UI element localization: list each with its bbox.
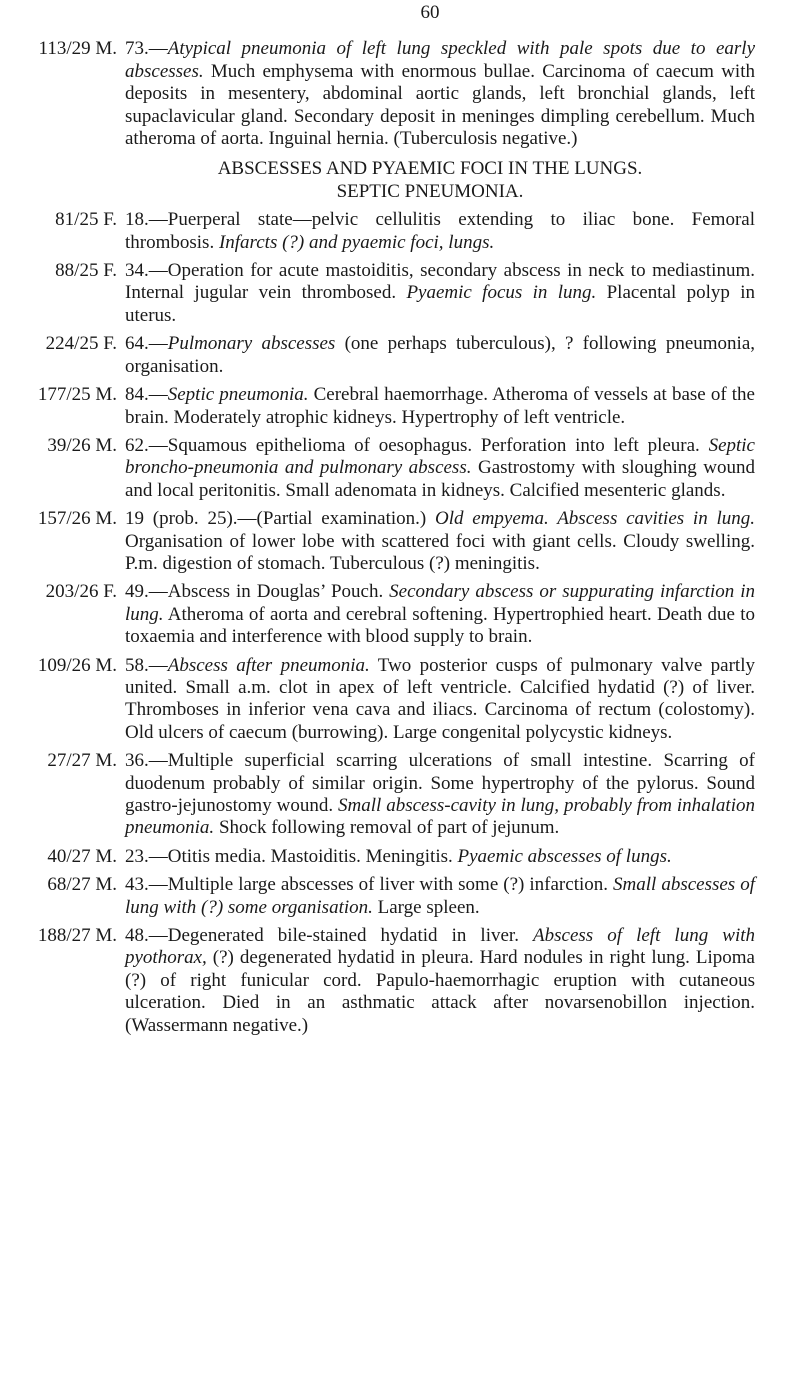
case-text: 62.—Squamous epithelioma of oesophagus. …: [125, 435, 755, 502]
section-heading: ABSCESSES AND PYAEMIC FOCI IN THE LUNGS.: [217, 158, 643, 180]
italic-finding: Pulmonary abscesses: [167, 333, 336, 355]
case-text: 64.—Pulmonary abscesses (one perhaps tub…: [125, 333, 755, 378]
text-run: 58.—: [125, 654, 168, 676]
case-label: 177/25 M.: [37, 384, 117, 406]
italic-finding: Small abscess-cavity in lung, probably f…: [125, 795, 755, 839]
text-run: Much emphysema with enormous bullae. Car…: [125, 60, 755, 150]
text-run: 73.—: [125, 38, 168, 60]
case-entry: 40/27 M. 23.—Otitis media. Mastoiditis. M…: [0, 846, 800, 868]
italic-finding: Septic broncho-pneumonia and pulmonary a…: [125, 434, 755, 479]
entry-list: 113/29 M. 73.—Atypical pneumonia of left …: [0, 38, 800, 150]
case-text: 48.—Degenerated bile-stained hydatid in …: [125, 925, 755, 1037]
case-entry: 39/26 M. 62.—Squamous epithelioma of oeso…: [0, 435, 800, 502]
text-run: 23.—Otitis media. Mastoiditis. Meningiti…: [125, 845, 458, 867]
text-run: 49.—Abscess in Douglas’ Pouch.: [125, 581, 390, 603]
case-text: 36.—Multiple superficial scarring ulcera…: [125, 750, 755, 840]
case-text: 43.—Multiple large abscesses of liver wi…: [125, 874, 755, 919]
text-run: 18.—Puerperal state—pelvic cellulitis ex…: [125, 209, 755, 253]
italic-finding: Infarcts (?) and pyaemic foci, lungs.: [218, 231, 495, 253]
case-text: 23.—Otitis media. Mastoiditis. Meningiti…: [125, 846, 755, 868]
text-run: Shock following removal of part of jejun…: [214, 817, 560, 839]
text-run: 48.—Degenerated bile-stained hydatid in …: [125, 925, 534, 947]
italic-finding: Secondary abscess or suppurating infarct…: [125, 581, 756, 625]
case-entry: 188/27 M. 48.—Degenerated bile-stained hy…: [0, 925, 800, 1037]
case-text: 34.—Operation for acute mastoiditis, sec…: [125, 260, 755, 327]
case-label: 113/29 M.: [38, 38, 117, 60]
case-entry: 157/26 M. 19 (prob. 25).—(Partial examina…: [0, 508, 800, 575]
case-entry: 109/26 M. 58.—Abscess after pneumonia. Tw…: [0, 655, 800, 745]
italic-finding: Small abscesses of lung with (?) some or…: [125, 874, 756, 918]
case-entry: 203/26 F. 49.—Abscess in Douglas’ Pouch. …: [0, 581, 800, 648]
case-label: 157/26 M.: [37, 508, 117, 530]
text-run: 62.—Squamous epithelioma of oesophagus. …: [125, 434, 709, 456]
text-run: 36.—Multiple superficial scarring ulcera…: [125, 750, 755, 816]
text-run: Large spleen.: [372, 896, 480, 918]
case-label: 27/27 M.: [47, 750, 117, 772]
text-run: Atheroma of aorta and cerebral softening…: [125, 603, 755, 648]
italic-finding: Septic pneumonia.: [167, 384, 309, 406]
text-run: 34.—Operation for acute mastoiditis, sec…: [125, 260, 755, 304]
case-entry: 88/25 F. 34.—Operation for acute mastoidi…: [0, 260, 800, 327]
case-label: 81/25 F.: [55, 209, 117, 231]
case-label: 40/27 M.: [47, 845, 117, 867]
case-text: 19 (prob. 25).—(Partial examination.) Ol…: [125, 508, 755, 575]
text-run: Organisation of lower lobe with scattere…: [125, 530, 755, 574]
case-entry: 177/25 M. 84.—Septic pneumonia. Cerebral …: [0, 384, 800, 429]
case-entry: 68/27 M. 43.—Multiple large abscesses of …: [0, 874, 800, 919]
case-label: 39/26 M.: [47, 434, 117, 456]
case-label: 203/26 F.: [45, 581, 117, 603]
italic-finding: Old empyema. Abscess cavities in lung.: [435, 508, 756, 530]
text-run: (?) degenerated hydatid in pleura. Hard …: [125, 947, 755, 1036]
italic-finding: Pyaemic focus in lung.: [406, 282, 597, 304]
case-entry: 113/29 M. 73.—Atypical pneumonia of left …: [0, 38, 800, 150]
italic-finding: Atypical pneumonia of left lung speckled…: [125, 38, 755, 82]
text-run: 64.—: [125, 333, 168, 355]
case-label: 224/25 F.: [45, 333, 117, 355]
text-run: Gastrostomy with sloughing wound and loc…: [125, 457, 755, 501]
italic-finding: Abscess after pneumonia.: [167, 654, 370, 676]
case-text: 58.—Abscess after pneumonia. Two posteri…: [125, 655, 755, 745]
case-entry: 27/27 M. 36.—Multiple superficial scarrin…: [0, 750, 800, 840]
page-number: 60: [420, 2, 440, 23]
italic-finding: Abscess of left lung with pyothorax,: [125, 925, 755, 969]
case-label: 188/27 M.: [37, 925, 117, 947]
case-label: 88/25 F.: [55, 260, 117, 282]
case-text: 49.—Abscess in Douglas’ Pouch. Secondary…: [125, 581, 755, 648]
text-run: (one perhaps tuberculous), ? following p…: [125, 333, 755, 377]
case-label: 109/26 M.: [37, 654, 117, 676]
text-run: Cerebral haemorrhage. Atheroma of vessel…: [125, 384, 755, 428]
case-entry: 224/25 F. 64.—Pulmonary abscesses (one pe…: [0, 333, 800, 378]
section-subheading: SEPTIC PNEUMONIA.: [336, 180, 524, 202]
case-text: 73.—Atypical pneumonia of left lung spec…: [125, 38, 755, 150]
text-run: 43.—Multiple large abscesses of liver wi…: [125, 874, 614, 896]
italic-finding: Pyaemic abscesses of lungs.: [457, 845, 672, 867]
case-text: 84.—Septic pneumonia. Cerebral haemorrha…: [125, 384, 755, 429]
text-run: 84.—: [125, 384, 168, 406]
case-text: 18.—Puerperal state—pelvic cellulitis ex…: [125, 209, 755, 254]
case-entry: 81/25 F. 18.—Puerperal state—pelvic cellu…: [0, 209, 800, 254]
text-run: Placental polyp in uterus.: [125, 282, 755, 326]
entry-list: 81/25 F. 18.—Puerperal state—pelvic cellu…: [0, 209, 800, 1037]
text-run: 19 (prob. 25).—(Partial examination.): [125, 508, 435, 530]
text-run: Two posterior cusps of pul­monary valve …: [125, 654, 755, 743]
case-label: 68/27 M.: [47, 874, 117, 896]
